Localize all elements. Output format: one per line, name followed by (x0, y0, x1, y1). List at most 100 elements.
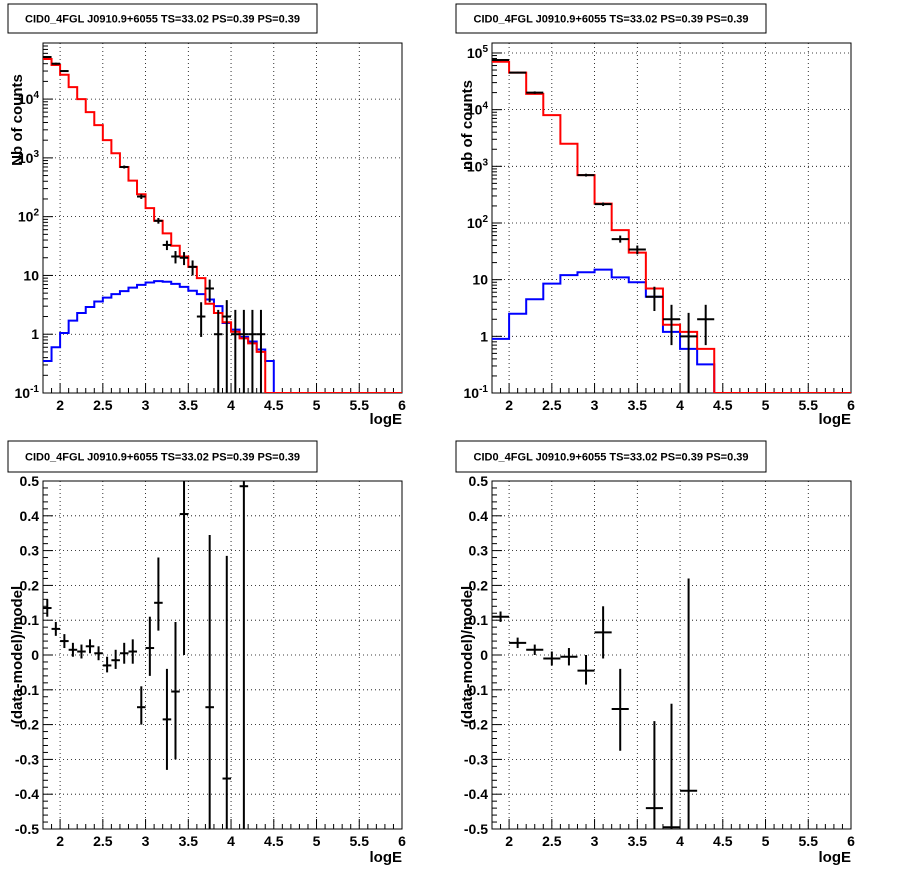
data-point (248, 309, 257, 393)
data-point (213, 309, 223, 393)
data-point (162, 240, 172, 251)
y-tick-label: 105 (467, 44, 489, 61)
x-tick-label: 4 (227, 833, 235, 849)
residual-point (171, 621, 180, 760)
x-tick-label: 2 (505, 833, 513, 849)
plot-area (43, 56, 402, 393)
data-point (509, 71, 527, 74)
data-point (119, 165, 129, 169)
data-point (154, 217, 163, 224)
residual-point (662, 703, 681, 829)
x-tick-label: 5.5 (799, 397, 819, 413)
residual-point (492, 611, 510, 622)
residual-point (60, 634, 69, 649)
y-tick-label: 0.2 (20, 577, 40, 593)
x-tick-label: 5 (762, 397, 770, 413)
x-tick-label: 6 (398, 397, 406, 413)
x-tick-label: 2.5 (542, 833, 562, 849)
x-tick-label: 4 (676, 833, 684, 849)
source-model-histogram (43, 280, 402, 393)
y-tick-label: 10 (23, 267, 39, 283)
chart-title: CID0_4FGL J0910.9+6055 TS=33.02 PS=0.39 … (25, 14, 300, 26)
y-tick-label: 0.3 (20, 543, 40, 559)
y-tick-label: 103 (18, 149, 40, 166)
y-tick-label: 0 (31, 647, 39, 663)
residual-point (85, 639, 95, 654)
y-tick-label: 10-1 (464, 384, 489, 401)
y-tick-label: 104 (467, 101, 489, 118)
x-tick-label: 4.5 (264, 397, 284, 413)
chart-panel-1: CID0_4FGL J0910.9+6055 TS=33.02 PS=0.39 … (7, 3, 406, 428)
data-point (60, 70, 69, 73)
residual-point (77, 644, 86, 659)
x-axis-label: logE (819, 849, 852, 866)
y-tick-label: 0.3 (469, 543, 489, 559)
data-point (188, 260, 197, 276)
residual-point (137, 686, 146, 725)
chart-title-box (455, 440, 767, 473)
x-tick-label: 2.5 (93, 397, 113, 413)
x-tick-label: 6 (847, 397, 855, 413)
y-tick-label: 10-1 (15, 384, 40, 401)
y-tick-label: -0.3 (464, 751, 488, 767)
y-tick-label: -0.4 (15, 786, 39, 802)
residual-point (611, 668, 629, 751)
y-tick-label: -0.5 (15, 821, 39, 837)
y-tick-label: 102 (18, 208, 40, 225)
x-tick-label: 3 (591, 833, 599, 849)
residual-point (645, 721, 663, 829)
x-tick-label: 3.5 (628, 397, 648, 413)
x-tick-label: 2.5 (542, 397, 562, 413)
y-tick-label: 1 (480, 328, 488, 344)
residual-point (145, 616, 155, 676)
data-point (577, 173, 595, 177)
residual-point (526, 644, 544, 655)
data-point (222, 300, 232, 393)
y-tick-label: 1 (31, 326, 39, 342)
x-axis-label: logE (370, 849, 403, 866)
x-tick-label: 2.5 (93, 833, 113, 849)
data-point (196, 302, 206, 337)
plot-frame (42, 42, 403, 394)
data-point (680, 312, 698, 393)
plot-frame (42, 480, 403, 830)
residual-point (543, 651, 561, 666)
x-tick-label: 4.5 (264, 833, 284, 849)
chart-title-box (7, 440, 318, 473)
y-tick-label: 0 (480, 647, 488, 663)
residual-point (560, 648, 578, 666)
x-tick-label: 4 (676, 397, 684, 413)
x-tick-label: 5.5 (350, 833, 370, 849)
y-axis-label: nb of counts (459, 80, 476, 170)
x-tick-label: 6 (398, 833, 406, 849)
residual-point (239, 481, 249, 829)
y-tick-label: -0.1 (464, 682, 488, 698)
data-point (43, 56, 52, 59)
residual-point (680, 578, 698, 829)
y-tick-label: 104 (18, 90, 40, 107)
data-point (526, 91, 544, 94)
plot-area (492, 578, 698, 829)
chart-title: CID0_4FGL J0910.9+6055 TS=33.02 PS=0.39 … (25, 452, 300, 464)
y-tick-label: -0.4 (464, 786, 488, 802)
data-point (697, 304, 715, 346)
x-axis-label: logE (819, 411, 852, 428)
x-tick-label: 3.5 (179, 833, 199, 849)
total-model-histogram (492, 60, 851, 393)
x-tick-label: 3 (142, 833, 150, 849)
x-tick-label: 3 (142, 397, 150, 413)
residual-point (594, 606, 612, 659)
y-tick-label: -0.2 (15, 717, 39, 733)
residual-point (68, 642, 78, 657)
data-point (179, 252, 189, 266)
residual-point (154, 557, 163, 631)
x-tick-label: 3.5 (179, 397, 199, 413)
residual-point (111, 649, 120, 669)
x-tick-label: 5.5 (799, 833, 819, 849)
y-tick-label: 0.1 (469, 612, 489, 628)
x-tick-label: 4.5 (713, 397, 733, 413)
residual-point (222, 555, 232, 829)
data-point (256, 309, 266, 393)
x-tick-label: 3.5 (628, 833, 648, 849)
